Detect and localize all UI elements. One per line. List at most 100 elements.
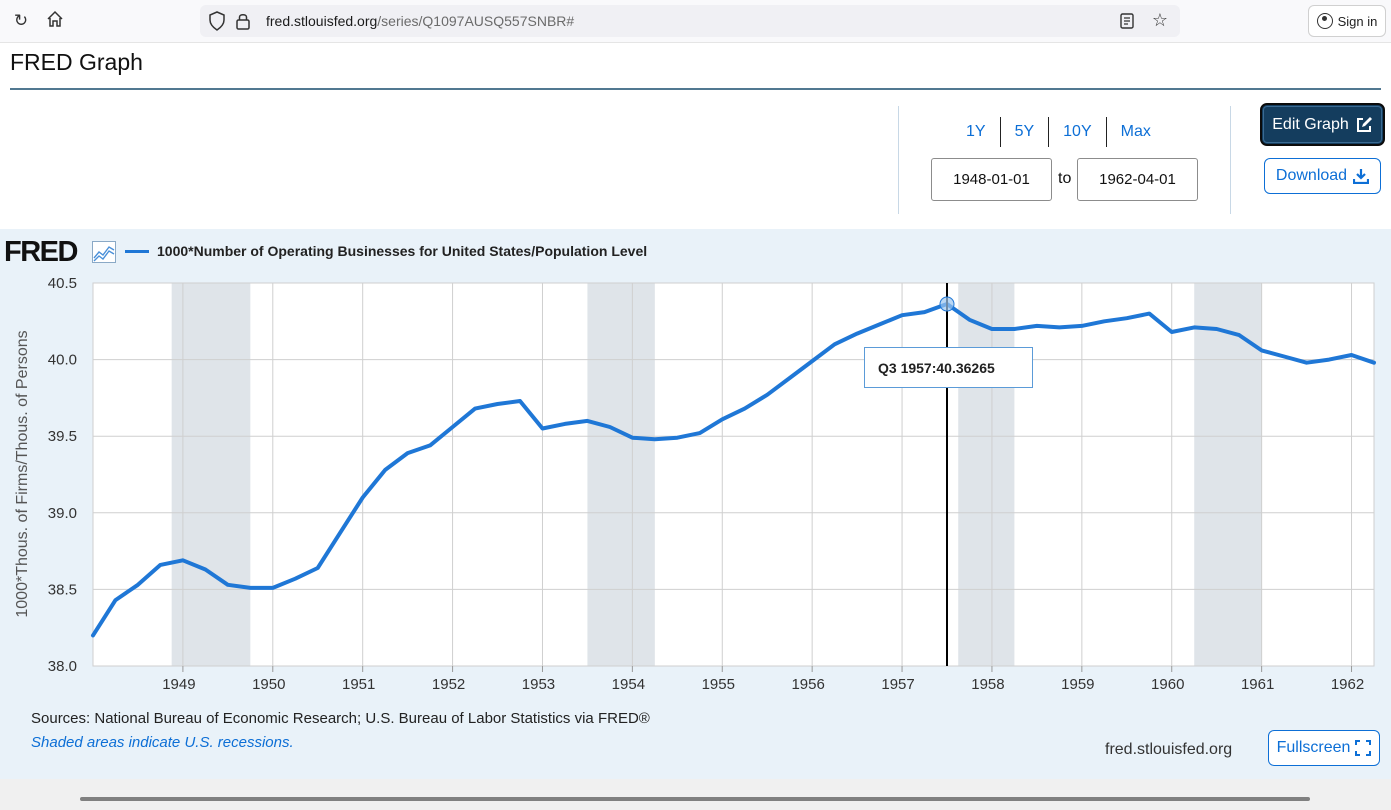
data-point[interactable]	[630, 435, 635, 440]
url-text[interactable]: fred.stlouisfed.org/series/Q1097AUSQ557S…	[266, 13, 575, 29]
download-label: Download	[1275, 167, 1348, 184]
data-point[interactable]	[293, 576, 298, 581]
tooltip-value: 40.36265	[936, 359, 995, 376]
data-point[interactable]	[1327, 357, 1332, 362]
data-point[interactable]	[180, 558, 185, 563]
data-point[interactable]	[900, 313, 905, 318]
data-point[interactable]	[877, 322, 882, 327]
data-point[interactable]	[720, 417, 725, 422]
x-tick-label: 1951	[342, 676, 375, 693]
edit-icon	[1356, 116, 1372, 132]
data-point[interactable]	[428, 443, 433, 448]
data-point[interactable]	[450, 425, 455, 430]
series-layer	[91, 302, 1377, 638]
data-point[interactable]	[787, 375, 792, 380]
end-date-input[interactable]: 1962-04-01	[1077, 158, 1198, 201]
recession-bands	[93, 283, 1374, 666]
data-point[interactable]	[607, 425, 612, 430]
shield-icon[interactable]	[208, 11, 226, 31]
edit-graph-button[interactable]: Edit Graph	[1260, 103, 1385, 146]
chart-trend-icon	[92, 241, 116, 263]
data-point[interactable]	[1214, 326, 1219, 331]
data-point[interactable]	[270, 585, 275, 590]
data-point[interactable]	[113, 598, 118, 603]
data-point[interactable]	[967, 317, 972, 322]
data-point[interactable]	[158, 562, 163, 567]
data-point[interactable]	[1147, 311, 1152, 316]
home-icon[interactable]	[44, 10, 66, 32]
y-axis-label: 1000*Thous. of Firms/Thous. of Persons	[14, 330, 31, 617]
recession-band	[171, 283, 251, 666]
data-point[interactable]	[1079, 323, 1084, 328]
x-tick-label: 1955	[702, 676, 735, 693]
period-1y-link[interactable]: 1Y	[952, 117, 1001, 147]
data-point[interactable]	[922, 310, 927, 315]
data-point[interactable]	[1259, 348, 1264, 353]
data-point[interactable]	[360, 495, 365, 500]
data-point[interactable]	[225, 582, 230, 587]
period-max-link[interactable]: Max	[1120, 123, 1151, 140]
data-point[interactable]	[989, 326, 994, 331]
data-point[interactable]	[1237, 333, 1242, 338]
reader-view-icon[interactable]	[1118, 12, 1136, 30]
data-point[interactable]	[91, 633, 96, 638]
data-point[interactable]	[832, 342, 837, 347]
line-chart[interactable]: 38.0 38.5 39.0 39.5 40.0 40.5 1949 1950 1951 195…	[0, 229, 1391, 699]
data-point[interactable]	[518, 398, 523, 403]
fullscreen-icon	[1355, 740, 1372, 756]
data-tooltip: Q3 1957: 40.36265	[864, 347, 1033, 388]
data-point[interactable]	[1304, 360, 1309, 365]
data-point[interactable]	[1169, 330, 1174, 335]
data-point[interactable]	[1102, 319, 1107, 324]
data-point[interactable]	[1192, 325, 1197, 330]
data-point[interactable]	[1282, 354, 1287, 359]
bookmark-star-icon[interactable]: ☆	[1151, 10, 1168, 30]
start-date-input[interactable]: 1948-01-01	[931, 158, 1052, 201]
data-point[interactable]	[810, 359, 815, 364]
data-point[interactable]	[697, 431, 702, 436]
browser-toolbar: ↻ fred.stlouisfed.org/series/Q1097AUSQ55…	[0, 0, 1391, 43]
recession-band	[587, 283, 655, 666]
fullscreen-label: Fullscreen	[1276, 739, 1351, 756]
account-icon	[1316, 13, 1333, 29]
y-tick-label: 39.0	[48, 505, 77, 522]
data-point[interactable]	[1034, 323, 1039, 328]
data-point[interactable]	[1012, 326, 1017, 331]
data-point[interactable]	[338, 530, 343, 535]
data-point[interactable]	[495, 402, 500, 407]
data-point[interactable]	[855, 331, 860, 336]
reload-icon[interactable]: ↻	[13, 11, 29, 30]
x-tick-label: 1957	[881, 676, 914, 693]
data-point[interactable]	[765, 392, 770, 397]
recession-note-link[interactable]: Shaded areas indicate U.S. recessions.	[31, 734, 294, 751]
lock-icon[interactable]	[234, 11, 252, 31]
data-point[interactable]	[562, 421, 567, 426]
data-point[interactable]	[405, 451, 410, 456]
data-point[interactable]	[315, 565, 320, 570]
x-tick-label: 1959	[1061, 676, 1094, 693]
horizontal-scrollbar[interactable]	[80, 797, 1310, 801]
data-point[interactable]	[248, 585, 253, 590]
data-point[interactable]	[135, 582, 140, 587]
data-point[interactable]	[675, 435, 680, 440]
x-tick-label: 1950	[252, 676, 285, 693]
data-point[interactable]	[652, 437, 657, 442]
data-point[interactable]	[383, 467, 388, 472]
download-button[interactable]: Download	[1264, 158, 1381, 194]
sign-in-button[interactable]: Sign in	[1308, 5, 1386, 37]
data-point[interactable]	[1372, 360, 1377, 365]
period-10y-link[interactable]: 10Y	[1049, 117, 1107, 147]
period-5y-link[interactable]: 5Y	[1001, 117, 1050, 147]
address-bar[interactable]: fred.stlouisfed.org/series/Q1097AUSQ557S…	[200, 5, 1180, 37]
hover-point[interactable]	[939, 296, 955, 312]
data-point[interactable]	[1124, 316, 1129, 321]
fullscreen-button[interactable]: Fullscreen	[1268, 730, 1380, 766]
data-point[interactable]	[540, 426, 545, 431]
data-point[interactable]	[742, 406, 747, 411]
data-point[interactable]	[473, 406, 478, 411]
data-point[interactable]	[1057, 325, 1062, 330]
data-point[interactable]	[203, 567, 208, 572]
data-point[interactable]	[1349, 353, 1354, 358]
data-point[interactable]	[585, 418, 590, 423]
series-line[interactable]	[91, 302, 1376, 638]
